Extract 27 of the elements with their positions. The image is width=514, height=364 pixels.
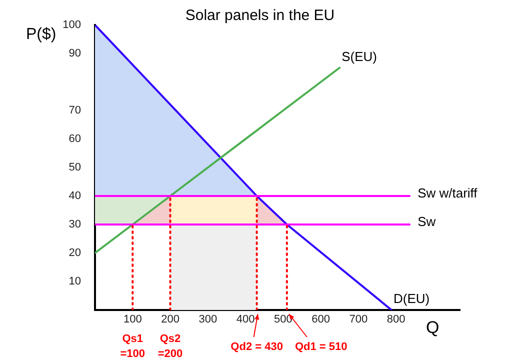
x-tick-label: 200 (161, 314, 180, 326)
annotation: Qd1 = 510 (294, 341, 348, 353)
chart-title: Solar panels in the EU (185, 7, 335, 24)
series-label: S(EU) (342, 48, 377, 64)
x-tick-label: 600 (312, 314, 330, 326)
x-tick-label: 100 (123, 314, 142, 326)
y-tick-label: 40 (68, 190, 81, 202)
y-tick-label: 70 (68, 104, 81, 117)
y-tick-label: 90 (68, 48, 81, 60)
y-tick-label: 60 (68, 133, 81, 146)
y-tick-label: 100 (62, 19, 81, 32)
y-tick-label: 30 (68, 218, 81, 231)
y-tick-label: 10 (68, 276, 81, 288)
y-tick-label: 50 (68, 162, 81, 174)
series-label: Sw w/tariff (418, 186, 478, 201)
y-axis-title: P($) (26, 26, 56, 43)
x-tick-label: 300 (198, 314, 218, 326)
series-label: D(EU) (394, 291, 430, 306)
series-label: Sw (418, 214, 436, 230)
x-tick-label: 700 (349, 314, 368, 326)
annotation: Qd2 = 430 (230, 341, 283, 353)
x-axis-title: Q (426, 318, 440, 337)
y-tick-label: 20 (68, 247, 81, 260)
x-tick-label: 800 (386, 314, 406, 326)
annotation: Qs1 =100 (120, 333, 146, 360)
x-tick-label: 400 (236, 314, 255, 326)
annotation: Qs2 =200 (158, 333, 183, 360)
